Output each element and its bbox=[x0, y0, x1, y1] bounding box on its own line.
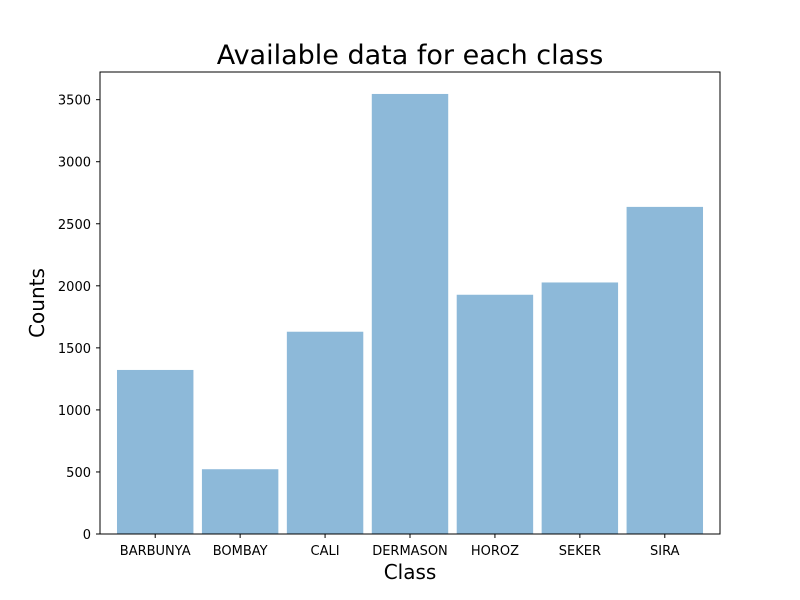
y-tick-label: 0 bbox=[83, 528, 91, 543]
y-axis-ticks: 0 500 1000 1500 2000 2500 3000 3500 bbox=[58, 94, 100, 543]
y-tick-label: 3000 bbox=[58, 156, 91, 171]
x-tick-label: DERMASON bbox=[372, 544, 448, 559]
bar-seker bbox=[541, 282, 619, 534]
x-tick-label: SEKER bbox=[559, 544, 601, 559]
y-tick-label: 500 bbox=[66, 466, 91, 481]
chart-title: Available data for each class bbox=[217, 40, 604, 71]
bar-cali bbox=[286, 331, 364, 534]
x-tick-label: CALI bbox=[311, 544, 340, 559]
bar-barbunya bbox=[116, 369, 194, 534]
x-tick-label: SIRA bbox=[650, 544, 680, 559]
y-tick-label: 1000 bbox=[58, 404, 91, 419]
bars-layer bbox=[116, 93, 704, 535]
x-axis-label: Class bbox=[384, 560, 437, 584]
bar-sira bbox=[626, 206, 704, 534]
x-tick-label: HOROZ bbox=[471, 544, 519, 559]
x-axis-ticks: BARBUNYA BOMBAY CALI DERMASON HOROZ SEKER SIRA bbox=[120, 534, 680, 559]
x-tick-label: BOMBAY bbox=[213, 544, 268, 559]
x-tick-label: BARBUNYA bbox=[120, 544, 191, 559]
y-tick-label: 2500 bbox=[58, 218, 91, 233]
bar-bombay bbox=[201, 469, 279, 534]
y-tick-label: 3500 bbox=[58, 94, 91, 109]
y-tick-label: 1500 bbox=[58, 342, 91, 357]
plot-area-frame bbox=[99, 71, 721, 535]
y-axis-label: Counts bbox=[25, 268, 49, 338]
bar-horoz bbox=[456, 294, 534, 534]
y-tick-label: 2000 bbox=[58, 280, 91, 295]
bar-dermason bbox=[371, 93, 449, 535]
